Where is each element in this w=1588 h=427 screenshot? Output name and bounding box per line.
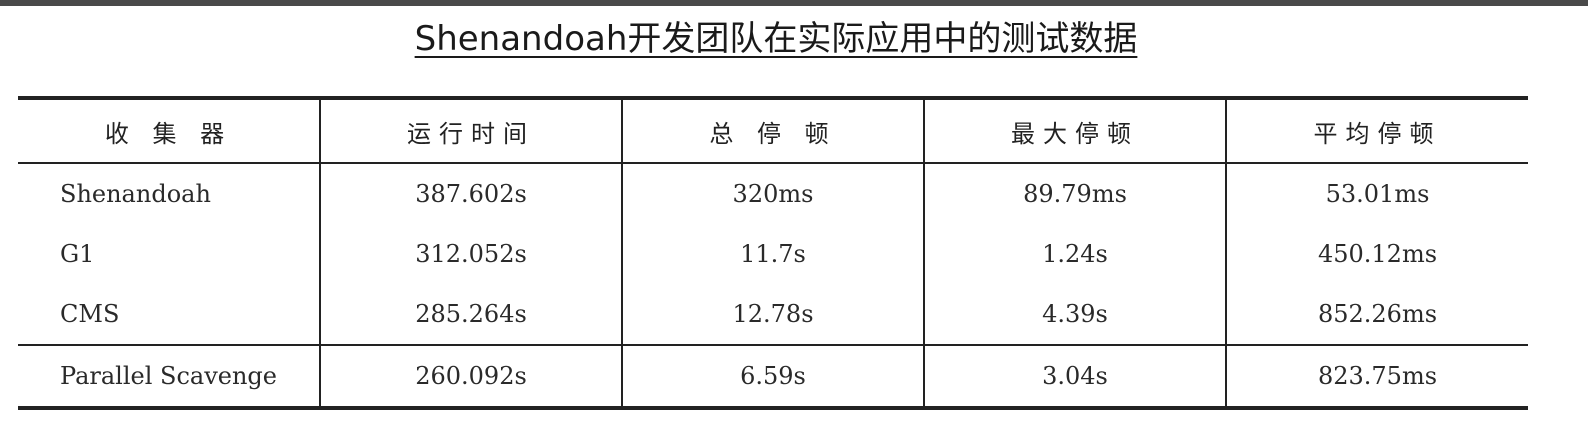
table-row: G1 312.052s 11.7s 1.24s 450.12ms [18, 224, 1528, 284]
cell-avg-pause: 852.26ms [1225, 284, 1528, 345]
cell-total-pause: 6.59s [621, 345, 924, 408]
cell-collector: Shenandoah [60, 180, 211, 208]
cell-collector: CMS [60, 300, 120, 328]
header-run-time: 运行时间 [319, 98, 622, 163]
cell-max-pause: 4.39s [923, 284, 1226, 345]
table-row: Parallel Scavenge 260.092s 6.59s 3.04s 8… [18, 345, 1528, 408]
top-border-strip [0, 0, 1588, 6]
cell-avg-pause: 53.01ms [1225, 163, 1528, 224]
cell-max-pause: 3.04s [923, 345, 1226, 408]
cell-run-time: 260.092s [319, 345, 622, 408]
page-title-text: Shenandoah开发团队在实际应用中的测试数据 [414, 19, 1138, 59]
cell-collector: Parallel Scavenge [60, 362, 277, 390]
gc-benchmark-table: 收 集 器 运行时间 总 停 顿 最大停顿 平均停顿 Shenandoah 38… [18, 96, 1528, 410]
header-avg-pause: 平均停顿 [1225, 98, 1528, 163]
header-total-pause: 总 停 顿 [621, 98, 924, 163]
cell-total-pause: 11.7s [621, 224, 924, 284]
cell-run-time: 387.602s [319, 163, 622, 224]
cell-total-pause: 320ms [621, 163, 924, 224]
cell-avg-pause: 823.75ms [1225, 345, 1528, 408]
cell-total-pause: 12.78s [621, 284, 924, 345]
cell-run-time: 312.052s [319, 224, 622, 284]
cell-run-time: 285.264s [319, 284, 622, 345]
table-header-row: 收 集 器 运行时间 总 停 顿 最大停顿 平均停顿 [18, 98, 1528, 163]
cell-max-pause: 1.24s [923, 224, 1226, 284]
cell-collector: G1 [60, 240, 95, 268]
table-row: Shenandoah 387.602s 320ms 89.79ms 53.01m… [18, 163, 1528, 224]
cell-avg-pause: 450.12ms [1225, 224, 1528, 284]
table-row: CMS 285.264s 12.78s 4.39s 852.26ms [18, 284, 1528, 345]
header-max-pause: 最大停顿 [923, 98, 1226, 163]
header-collector: 收 集 器 [104, 119, 233, 148]
cell-max-pause: 89.79ms [923, 163, 1226, 224]
page-title: Shenandoah开发团队在实际应用中的测试数据 [0, 16, 1552, 62]
